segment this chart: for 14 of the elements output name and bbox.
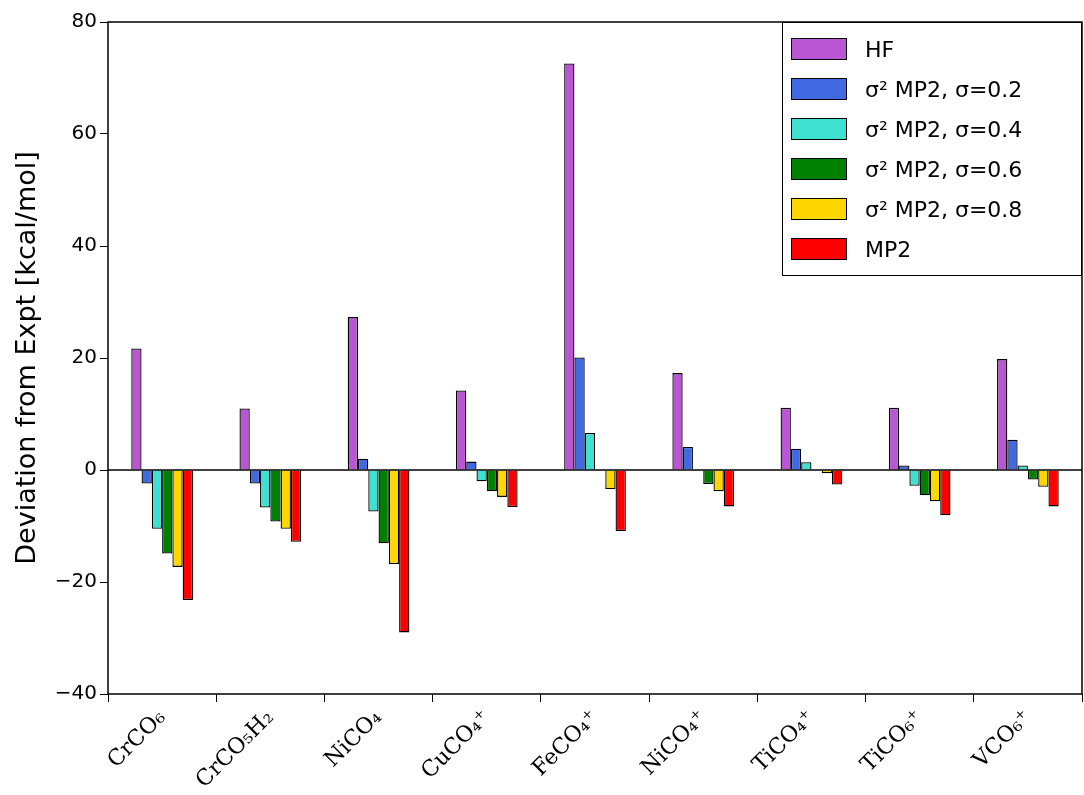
legend-label: σ² MP2, σ=0.4 — [865, 116, 1023, 142]
y-tick-label: 20 — [71, 344, 97, 369]
y-tick-label: −40 — [54, 680, 97, 705]
legend-label: HF — [865, 36, 895, 62]
y-tick-label: 40 — [71, 232, 97, 257]
y-axis-title: Deviation from Expt [kcal/mol] — [10, 151, 42, 565]
y-tick-label: −20 — [54, 568, 97, 593]
legend-label: σ² MP2, σ=0.8 — [865, 196, 1023, 222]
y-tick-label: 80 — [71, 8, 97, 33]
y-tick-label: 60 — [71, 120, 97, 145]
legend-label: MP2 — [865, 236, 912, 262]
legend-label: σ² MP2, σ=0.2 — [865, 76, 1023, 102]
legend-label: σ² MP2, σ=0.6 — [865, 156, 1023, 182]
y-tick-label: 0 — [84, 456, 97, 481]
